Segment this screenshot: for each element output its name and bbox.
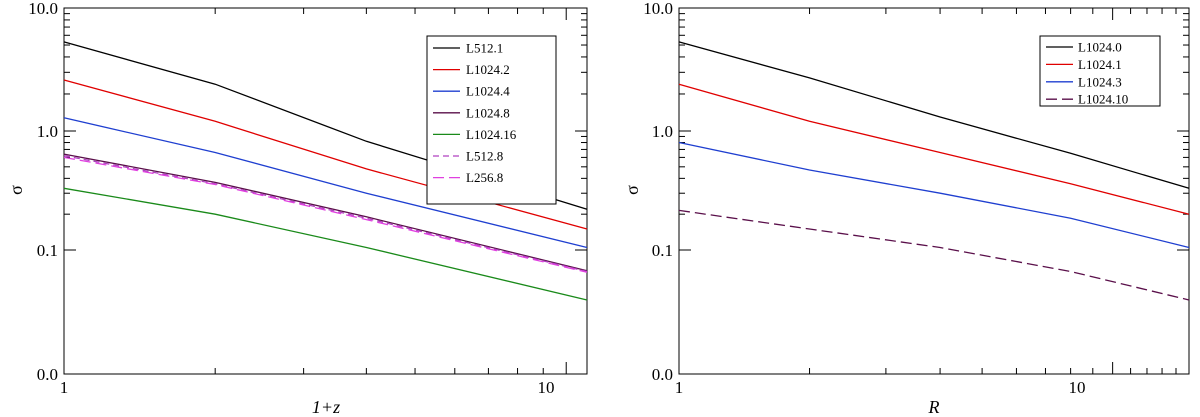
- left-ylabel: σ: [6, 185, 26, 195]
- right-legend: L1024.0 L1024.1 L1024.3 L1024.10: [1040, 36, 1160, 107]
- left-legend-label-L512.8: L512.8: [466, 149, 503, 164]
- left-legend: L512.1 L1024.2 L1024.4 L1024.8 L1024.16 L512.…: [427, 36, 556, 204]
- left-ytick-1: 1.0: [37, 122, 58, 141]
- right-panel: 10.0 1.0 0.1 0.0 1 10 R σ L1024.0 L1024.1…: [622, 0, 1189, 417]
- right-legend-label-L1024.1: L1024.1: [1078, 57, 1122, 72]
- left-legend-label-L1024.4: L1024.4: [466, 84, 510, 99]
- left-ytick-0: 0.0: [37, 365, 58, 384]
- right-xlabel: R: [928, 397, 940, 417]
- left-legend-label-L256.8: L256.8: [466, 170, 503, 185]
- left-legend-label-L1024.8: L1024.8: [466, 105, 510, 120]
- figure: 10.0 1.0 0.1 0.0 1 10 1+z σ L512.1L1024.…: [0, 0, 1200, 417]
- right-legend-label-L1024.3: L1024.3: [1078, 74, 1122, 89]
- right-ylabel: σ: [622, 185, 642, 195]
- right-series-line-L1024.10: [679, 210, 1189, 300]
- left-panel: 10.0 1.0 0.1 0.0 1 10 1+z σ L512.1 L1024.…: [6, 0, 587, 417]
- left-ytick-10: 10.0: [28, 0, 58, 18]
- left-series-line-L1024.16: [64, 188, 587, 300]
- left-ytick-0.1: 0.1: [37, 241, 58, 260]
- left-legend-label-L512.1: L512.1: [466, 41, 503, 56]
- left-legend-label-L1024.16: L1024.16: [466, 127, 517, 142]
- right-xtick-10: 10: [1069, 378, 1086, 397]
- left-xtick-1: 1: [60, 378, 69, 397]
- right-ytick-0: 0.0: [652, 365, 673, 384]
- right-xtick-1: 1: [675, 378, 684, 397]
- right-ytick-0.1: 0.1: [652, 241, 673, 260]
- left-xlabel: 1+z: [312, 397, 340, 417]
- left-legend-label-L1024.2: L1024.2: [466, 62, 510, 77]
- right-legend-label-L1024.0: L1024.0: [1078, 40, 1122, 55]
- right-legend-label-L1024.10: L1024.10: [1078, 92, 1128, 107]
- right-ytick-1: 1.0: [652, 122, 673, 141]
- left-xtick-10: 10: [538, 378, 555, 397]
- right-ytick-10: 10.0: [643, 0, 673, 18]
